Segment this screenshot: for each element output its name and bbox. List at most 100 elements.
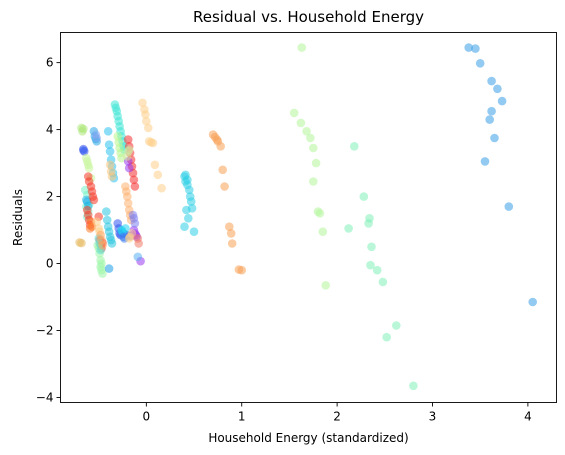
data-point	[487, 76, 496, 86]
data-point	[98, 269, 107, 278]
data-point	[359, 192, 369, 201]
data-point	[528, 297, 537, 307]
y-axis-label: Residuals	[11, 189, 25, 246]
data-point	[366, 260, 375, 270]
data-point	[127, 229, 137, 238]
data-point	[104, 140, 114, 149]
data-point	[306, 133, 315, 143]
y-tick-label: 4	[46, 123, 54, 137]
data-point	[344, 224, 353, 233]
data-point	[367, 242, 376, 252]
y-axis-ticks: −4 −2 0 2 4 6	[36, 56, 61, 404]
data-point	[183, 175, 192, 185]
x-tick-label: 3	[429, 410, 437, 424]
data-point	[225, 222, 234, 231]
data-point	[157, 183, 166, 193]
x-axis-ticks: 0 1 2 3 4	[143, 402, 532, 424]
data-point	[493, 84, 502, 94]
x-axis-label: Household Energy (standardized)	[208, 431, 408, 445]
data-point	[471, 44, 480, 53]
data-point	[124, 145, 134, 154]
data-point	[107, 172, 117, 181]
data-point	[148, 138, 158, 148]
data-point	[309, 143, 318, 153]
data-point	[107, 239, 117, 248]
data-point	[382, 332, 392, 342]
data-point	[490, 133, 499, 143]
data-point	[504, 202, 514, 211]
data-point	[187, 204, 197, 213]
data-point	[141, 110, 150, 119]
chart-title: Residual vs. Household Energy	[193, 8, 424, 26]
data-point	[130, 219, 140, 228]
data-point	[133, 234, 143, 243]
x-tick-label: 4	[524, 410, 532, 424]
data-point	[237, 265, 246, 275]
data-point	[392, 321, 401, 330]
data-point	[138, 98, 147, 108]
plot-area-frame	[60, 32, 557, 403]
data-point	[79, 146, 88, 155]
data-point	[89, 195, 99, 205]
data-point	[105, 147, 115, 156]
data-point	[92, 133, 101, 143]
data-point	[226, 229, 236, 238]
data-point	[218, 165, 227, 175]
data-point	[153, 170, 163, 180]
data-point	[186, 197, 196, 206]
data-point	[150, 160, 160, 170]
data-point	[105, 160, 115, 170]
data-point	[142, 116, 151, 126]
data-point	[123, 199, 133, 208]
data-point	[302, 127, 311, 136]
data-point	[311, 158, 321, 168]
data-point	[296, 118, 306, 128]
data-point	[79, 124, 88, 134]
data-point	[84, 163, 94, 173]
data-point	[315, 209, 325, 218]
data-point	[184, 214, 193, 223]
data-point	[185, 185, 194, 195]
y-tick-label: 6	[46, 56, 54, 70]
data-point	[92, 217, 101, 226]
data-point	[321, 281, 331, 290]
data-point	[497, 96, 507, 106]
data-point	[220, 182, 229, 191]
data-point	[227, 239, 237, 248]
data-point	[216, 142, 225, 151]
data-point	[475, 59, 485, 68]
data-point	[77, 238, 86, 248]
data-point	[289, 108, 299, 118]
data-point	[123, 192, 132, 201]
data-point	[487, 106, 496, 116]
data-point	[103, 127, 113, 136]
data-point	[180, 222, 189, 231]
points-layer	[75, 43, 537, 391]
y-tick-label: −2	[36, 324, 54, 338]
data-point	[372, 265, 382, 275]
data-point	[485, 115, 495, 124]
data-point	[124, 163, 134, 173]
x-tick-label: 0	[143, 410, 151, 424]
data-point	[409, 381, 418, 391]
data-point	[129, 175, 139, 185]
y-tick-label: 2	[46, 190, 54, 204]
data-point	[144, 123, 153, 133]
data-point	[104, 264, 114, 273]
data-point	[297, 43, 307, 52]
data-point	[189, 227, 199, 236]
y-tick-label: 0	[46, 257, 54, 271]
data-point	[378, 277, 388, 287]
data-point	[121, 224, 130, 233]
data-point	[480, 157, 490, 166]
data-point	[123, 135, 133, 144]
data-point	[309, 177, 318, 186]
data-point	[318, 227, 328, 236]
data-point	[364, 219, 373, 228]
data-point	[102, 215, 112, 225]
x-tick-label: 2	[333, 410, 341, 424]
data-point	[130, 182, 140, 191]
data-point	[102, 207, 111, 216]
